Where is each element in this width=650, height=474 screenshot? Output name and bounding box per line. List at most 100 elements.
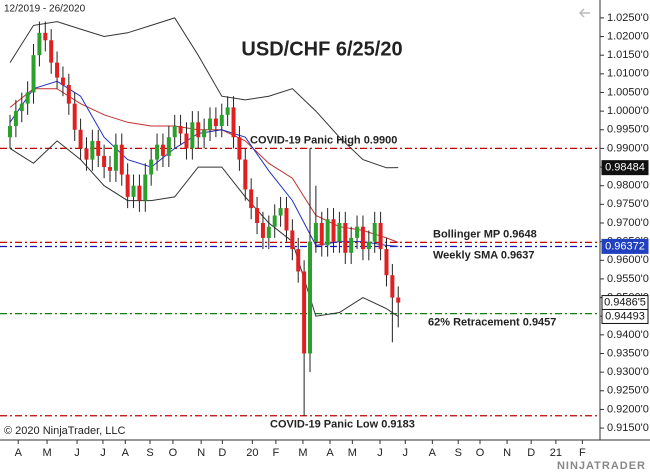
candle-body	[378, 222, 383, 250]
chart-title: USD/CHF 6/25/20	[241, 38, 402, 60]
candle-body	[13, 111, 18, 127]
candle-body	[384, 249, 389, 276]
candle-body	[343, 222, 348, 253]
x-tick-label: S	[455, 447, 462, 459]
candle-body	[60, 77, 65, 86]
y-tick-label: 0.9150'0	[607, 422, 649, 434]
candle-body	[119, 144, 124, 175]
y-tick-label: 0.9300'0	[607, 366, 649, 378]
candle-body	[196, 122, 201, 138]
candle-body	[249, 189, 254, 209]
candle-body	[313, 222, 318, 242]
level-label: COVID-19 Panic High 0.9900	[250, 134, 397, 146]
level-label: COVID-19 Panic Low 0.9183	[270, 419, 415, 431]
candle-body	[325, 219, 330, 246]
candle-body	[213, 118, 218, 127]
level-label: 62% Retracement 0.9457	[428, 316, 556, 328]
x-tick-label: M	[42, 447, 51, 459]
x-tick-label: M	[298, 447, 307, 459]
candle-body	[231, 107, 236, 138]
price-marker	[601, 160, 649, 176]
x-tick-label: N	[503, 447, 511, 459]
candle-body	[84, 148, 89, 160]
candle-body	[184, 133, 189, 149]
candle-body	[390, 275, 395, 298]
candle-body	[19, 103, 24, 112]
level-label: Bollinger MP 0.9648	[433, 228, 537, 240]
price-marker-label: 0.9486'5	[604, 296, 646, 308]
period: 12/2019 - 26/2020	[4, 4, 86, 15]
candle-body	[284, 208, 289, 231]
candle-body	[319, 222, 324, 246]
candle-body	[25, 92, 30, 104]
candle-body	[260, 222, 265, 238]
candle-body	[243, 159, 248, 190]
candle-body	[96, 140, 101, 156]
x-tick-label: M	[348, 447, 357, 459]
candle-body	[349, 237, 354, 253]
indicator-line	[9, 140, 399, 317]
price-marker	[601, 238, 649, 254]
candle-body	[49, 40, 54, 63]
y-tick-label: 1.0100'0	[607, 68, 649, 80]
logo: NINJATRADER	[557, 460, 646, 472]
candle-body	[225, 107, 230, 115]
candle-body	[8, 126, 12, 138]
candle-body	[155, 144, 160, 160]
y-tick-label: 1.0200'0	[607, 30, 649, 42]
y-tick-label: 0.9400'0	[607, 329, 649, 341]
candle-body	[208, 118, 212, 130]
price-marker-label: 0.98484	[605, 162, 645, 174]
candle-body	[302, 271, 307, 354]
x-tick-label: F	[579, 447, 586, 459]
y-tick-label: 0.9550'0	[607, 273, 649, 285]
indicator-line	[9, 17, 399, 169]
candle-body	[166, 137, 171, 156]
candle-body	[337, 222, 342, 242]
candle-body	[366, 241, 371, 250]
y-tick-label: 0.9750'0	[607, 198, 649, 210]
copyright: © 2020 NinjaTrader, LLC	[4, 425, 125, 437]
candle-body	[131, 185, 136, 197]
candle-body	[108, 167, 112, 171]
candle-body	[137, 185, 142, 201]
x-tick-label: A	[326, 447, 334, 459]
candle-body	[272, 215, 277, 227]
candle-body	[90, 140, 95, 160]
candle-body	[55, 62, 60, 78]
x-tick-label: A	[429, 447, 437, 459]
candle-body	[331, 219, 336, 242]
y-tick-label: 0.9600'0	[607, 254, 649, 266]
price-marker-label: 0.94493	[605, 310, 645, 322]
y-tick-label: 0.9800'0	[607, 180, 649, 192]
back-icon[interactable]	[578, 8, 590, 18]
candle-body	[372, 222, 377, 242]
x-tick-label: J	[74, 447, 80, 459]
y-tick-label: 1.0150'0	[607, 49, 649, 61]
candle-body	[219, 114, 224, 127]
x-tick-label: D	[527, 447, 535, 459]
candle-body	[178, 126, 183, 134]
x-tick-label: J	[100, 447, 106, 459]
price-marker	[601, 308, 649, 324]
candle-body	[296, 249, 301, 272]
candle-body	[278, 208, 283, 216]
level-label: Weekly SMA 0.9637	[433, 249, 535, 261]
candle-body	[360, 226, 365, 250]
x-tick-label: F	[273, 447, 280, 459]
x-tick-label: N	[197, 447, 205, 459]
candle-body	[66, 85, 71, 104]
x-tick-label: D	[218, 447, 226, 459]
x-tick-label: A	[122, 447, 130, 459]
candle-body	[237, 137, 242, 160]
candle-body	[72, 103, 77, 130]
candle-body	[31, 55, 36, 93]
y-tick-label: 0.9950'0	[607, 124, 649, 136]
x-tick-label: 21	[550, 447, 562, 459]
y-tick-label: 1.0000'0	[607, 105, 649, 117]
candle-body	[290, 230, 295, 250]
x-tick-label: O	[169, 447, 178, 459]
x-tick-label: O	[476, 447, 485, 459]
